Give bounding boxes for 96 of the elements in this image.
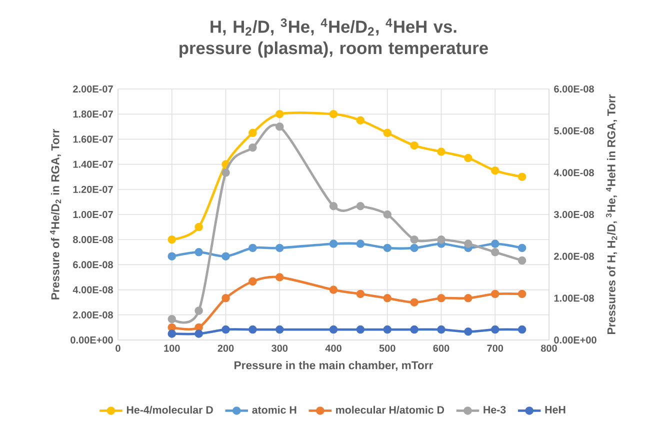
point: [275, 110, 284, 118]
y2-tick-label: 6.00E-08: [554, 85, 594, 93]
x-tick-label: 600: [433, 344, 450, 352]
point: [194, 330, 203, 338]
point: [248, 128, 257, 138]
point: [490, 325, 500, 334]
point: [356, 240, 365, 248]
point: [490, 290, 500, 298]
x-tick-label: 300: [272, 344, 288, 352]
point: [248, 143, 257, 152]
x-tick-label: 700: [487, 344, 504, 352]
point: [329, 286, 338, 294]
y-tick-label: 2.00E-08: [73, 311, 113, 318]
legend-label: He-3: [484, 406, 506, 414]
point: [222, 252, 230, 260]
y2-tick-label: 1.00E-08: [554, 294, 594, 302]
y-tick-label: 0.00E+00: [70, 336, 113, 344]
point: [464, 154, 472, 162]
point: [410, 235, 418, 244]
point: [356, 290, 365, 298]
x-tick-label: 200: [218, 344, 234, 352]
x-tick-label: 0: [116, 344, 120, 352]
point: [410, 325, 418, 334]
legend-label: molecular H/atomic D: [336, 406, 444, 414]
legend-label: HeH: [545, 406, 566, 414]
point: [248, 325, 257, 334]
y-tick-label: 2.00E-07: [73, 85, 113, 93]
point: [437, 294, 446, 302]
point: [383, 325, 392, 334]
point: [329, 202, 338, 210]
y2-tick-label: 3.00E-08: [554, 210, 594, 218]
point: [329, 325, 338, 334]
point: [222, 294, 230, 302]
point: [518, 244, 526, 252]
point: [518, 290, 526, 298]
point: [383, 244, 392, 252]
x-tick-label: 800: [540, 344, 557, 352]
y-tick-label: 1.00E-07: [73, 210, 113, 218]
point: [518, 325, 526, 334]
point: [437, 148, 446, 156]
x-tick-label: 400: [325, 344, 342, 352]
point: [464, 240, 472, 248]
y-tick-label: 1.20E-07: [73, 186, 113, 193]
point: [248, 244, 257, 252]
point: [490, 166, 500, 175]
point: [437, 235, 446, 244]
x-tick-label: 100: [164, 344, 180, 352]
point: [194, 248, 203, 256]
point: [168, 314, 176, 324]
chart-title: H, H$_{2}$/D, $^{3}$He, $^{4}$He/D$_{2}$, $^{4}$HeH vs. pressure (plasma), room temperature: [180, 18, 488, 58]
point: [383, 128, 392, 138]
point: [464, 294, 472, 302]
point: [329, 110, 338, 118]
point: [383, 294, 392, 302]
point: [275, 244, 284, 252]
point: [194, 306, 203, 315]
x-axis-title: Pressure in the main chamber, mTorr: [234, 360, 434, 371]
point: [275, 325, 284, 334]
point: [437, 325, 446, 334]
point: [168, 330, 176, 338]
point: [329, 240, 338, 248]
point: [383, 210, 392, 219]
y-axis-title: Pressure of $^{4}$He/D$_{2}$ in RGA, Torr: [50, 129, 62, 300]
point: [490, 248, 500, 256]
point: [490, 240, 500, 248]
point: [518, 172, 526, 181]
point: [356, 116, 365, 125]
x-tick-label: 500: [379, 344, 396, 352]
point: [168, 235, 176, 244]
y-tick-label: 6.00E-08: [73, 261, 113, 268]
y-tick-label: 4.00E-08: [72, 286, 113, 294]
point: [168, 252, 176, 260]
point: [222, 325, 230, 334]
y2-tick-label: 5.00E-08: [554, 127, 594, 134]
legend-label: He-4/molecular D: [126, 406, 213, 414]
y-tick-label: 1.60E-07: [73, 136, 113, 143]
y-tick-label: 8.00E-08: [73, 236, 113, 244]
point: [410, 141, 418, 150]
point: [275, 122, 284, 131]
point: [248, 277, 257, 286]
point: [194, 222, 203, 232]
point: [464, 328, 472, 336]
y2-tick-label: 2.00E-08: [554, 252, 594, 260]
y-tick-label: 1.40E-07: [73, 160, 113, 168]
point: [356, 325, 365, 334]
y2-tick-label: 4.00E-08: [554, 169, 594, 176]
legend-label: atomic H: [252, 406, 296, 414]
point: [410, 244, 418, 252]
point: [275, 273, 284, 282]
y2-axis-title: Pressures of H, H$_{2}$/D, $^{3}$He, $^{4}$HeH in RGA, Torr: [606, 94, 618, 334]
point: [222, 168, 230, 177]
point: [518, 256, 526, 265]
y2-tick-label: 0.00E+00: [554, 336, 596, 344]
y-tick-label: 1.80E-07: [73, 110, 113, 118]
point: [410, 298, 418, 306]
point: [356, 202, 365, 210]
